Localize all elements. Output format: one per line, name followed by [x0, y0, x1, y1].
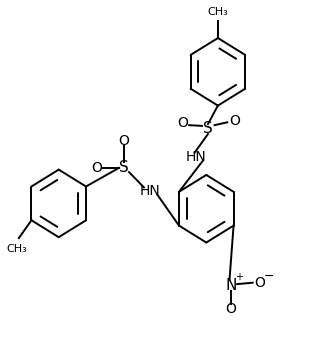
Text: O: O — [229, 114, 240, 127]
Text: O: O — [177, 116, 188, 130]
Text: O: O — [119, 134, 130, 148]
Text: HN: HN — [140, 184, 160, 198]
Text: O: O — [254, 276, 265, 290]
Text: S: S — [119, 160, 129, 175]
Text: N: N — [225, 278, 237, 293]
Text: CH₃: CH₃ — [7, 245, 28, 255]
Text: HN: HN — [186, 150, 207, 164]
Text: −: − — [263, 270, 274, 283]
Text: O: O — [92, 161, 102, 175]
Text: S: S — [203, 121, 213, 136]
Text: O: O — [226, 302, 237, 316]
Text: +: + — [235, 272, 243, 282]
Text: CH₃: CH₃ — [207, 7, 228, 17]
